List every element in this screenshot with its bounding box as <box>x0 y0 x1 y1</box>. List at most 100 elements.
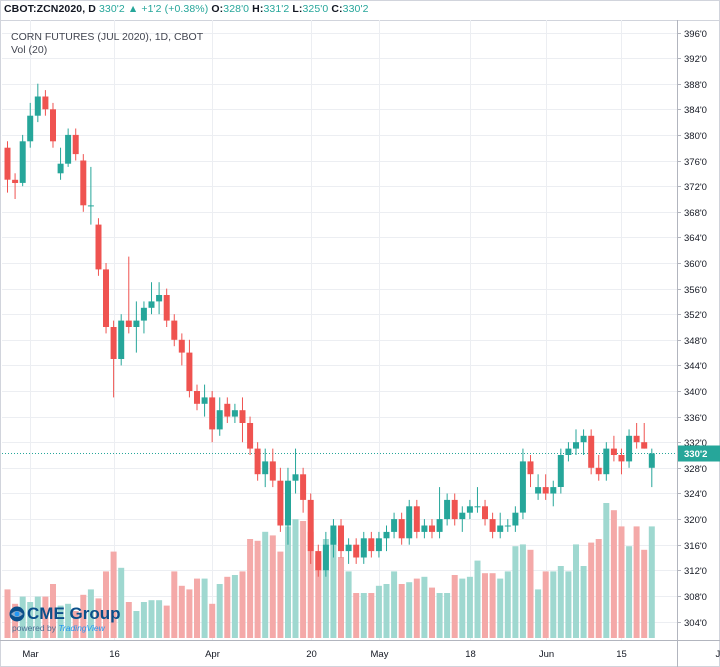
low-value: 325'0 <box>302 3 329 15</box>
y-tick-label: 304'0 <box>684 618 707 629</box>
volume-bar <box>375 585 382 638</box>
candle-body <box>497 525 504 532</box>
open-label: O: <box>211 3 224 15</box>
candle-body <box>595 467 602 475</box>
volume-bar <box>398 584 405 638</box>
candle-body <box>610 448 617 455</box>
y-tick-label: 372'0 <box>684 182 707 193</box>
candle-body <box>618 455 625 462</box>
volume-bar <box>34 596 41 638</box>
y-tick-label: 396'0 <box>684 29 707 40</box>
volume-bar <box>87 589 94 638</box>
candle-body <box>315 551 322 571</box>
volume-bar <box>285 526 291 638</box>
candle-body <box>330 525 337 545</box>
open-value: 328'0 <box>223 3 250 15</box>
volume-bar <box>118 567 125 638</box>
candle-body <box>542 487 549 494</box>
powered-by-line: powered by TradingView <box>12 623 121 633</box>
cme-logo[interactable]: CME Group powered by TradingView <box>9 604 121 633</box>
candle-body <box>436 519 443 532</box>
volume-bar <box>80 594 87 638</box>
cme-logo-main: CME Group <box>9 604 121 624</box>
candle-body <box>626 435 633 462</box>
volume-bar <box>148 600 155 638</box>
tradingview-brand: TradingView <box>58 623 105 633</box>
y-tick-label: 332'0 <box>684 438 707 449</box>
candle-body <box>588 435 595 468</box>
candle-body <box>322 544 329 571</box>
volume-bar <box>65 603 72 638</box>
up-arrow-icon: ▲ <box>127 3 139 15</box>
volume-bar <box>338 557 344 638</box>
y-tick-label: 364'0 <box>684 233 707 244</box>
volume-bar <box>315 555 322 638</box>
y-tick-label: 352'0 <box>684 310 707 321</box>
powered-by-text: powered by <box>12 623 56 633</box>
candle-body <box>118 320 125 359</box>
volume-bar <box>300 521 307 638</box>
candle-body <box>201 397 208 404</box>
volume-bar <box>269 535 276 638</box>
x-tick-label: 20 <box>306 649 317 660</box>
volume-bar <box>72 611 79 638</box>
volume-bar <box>209 603 216 638</box>
candle-body <box>156 295 163 302</box>
candle-body <box>87 205 94 207</box>
volume-bar <box>292 519 299 638</box>
candle-body <box>573 442 579 449</box>
symbol-name[interactable]: CBOT:ZCN2020, D <box>4 3 96 15</box>
candle-body <box>140 307 147 321</box>
x-tick-label: Mar <box>22 649 38 660</box>
volume-bar <box>322 539 329 638</box>
volume-bar <box>648 526 655 638</box>
volume-bar <box>42 596 49 638</box>
volume-bar <box>201 578 208 638</box>
volume-bar <box>4 589 11 638</box>
candle-body <box>239 410 246 423</box>
candle-body <box>504 525 511 527</box>
candle-body <box>353 544 360 558</box>
volume-bar <box>565 571 572 638</box>
volume-bar <box>519 544 526 638</box>
volume-bar <box>550 571 557 638</box>
candle-body <box>360 538 367 558</box>
volume-bar <box>353 593 360 638</box>
candle-body <box>383 531 390 539</box>
candle-body <box>19 141 26 183</box>
volume-bar <box>459 578 466 638</box>
volume-bar <box>466 576 473 638</box>
candle-body <box>285 480 291 526</box>
volume-bar <box>535 589 542 638</box>
volume-bar <box>504 571 511 638</box>
candle-body <box>95 224 102 270</box>
volume-bar <box>413 578 420 638</box>
volume-bar <box>231 575 238 638</box>
candle-body <box>262 461 269 475</box>
candle-body <box>72 134 79 155</box>
volume-bar <box>436 593 443 638</box>
y-tick-label: 340'0 <box>684 387 707 398</box>
volume-bar <box>133 611 140 638</box>
volume-bar <box>512 546 519 638</box>
candle-body <box>489 519 496 532</box>
high-value: 331'2 <box>263 3 290 15</box>
volume-bar <box>595 539 602 638</box>
volume-bar <box>194 578 200 638</box>
candle-body <box>209 397 216 430</box>
volume-bar <box>307 531 314 638</box>
volume-indicator-label[interactable]: Vol (20) <box>11 44 48 56</box>
candle-body <box>42 96 49 110</box>
candle-body <box>368 538 375 552</box>
x-tick-label: 15 <box>616 649 627 660</box>
candle-body <box>163 295 170 321</box>
volume-bar <box>542 571 549 638</box>
candle-body <box>580 435 587 443</box>
last-price-badge-label: 330'2 <box>684 449 707 460</box>
volume-bar <box>421 576 428 638</box>
candle-body <box>648 453 655 468</box>
candle-body <box>178 339 185 353</box>
volume-bar <box>330 537 337 638</box>
